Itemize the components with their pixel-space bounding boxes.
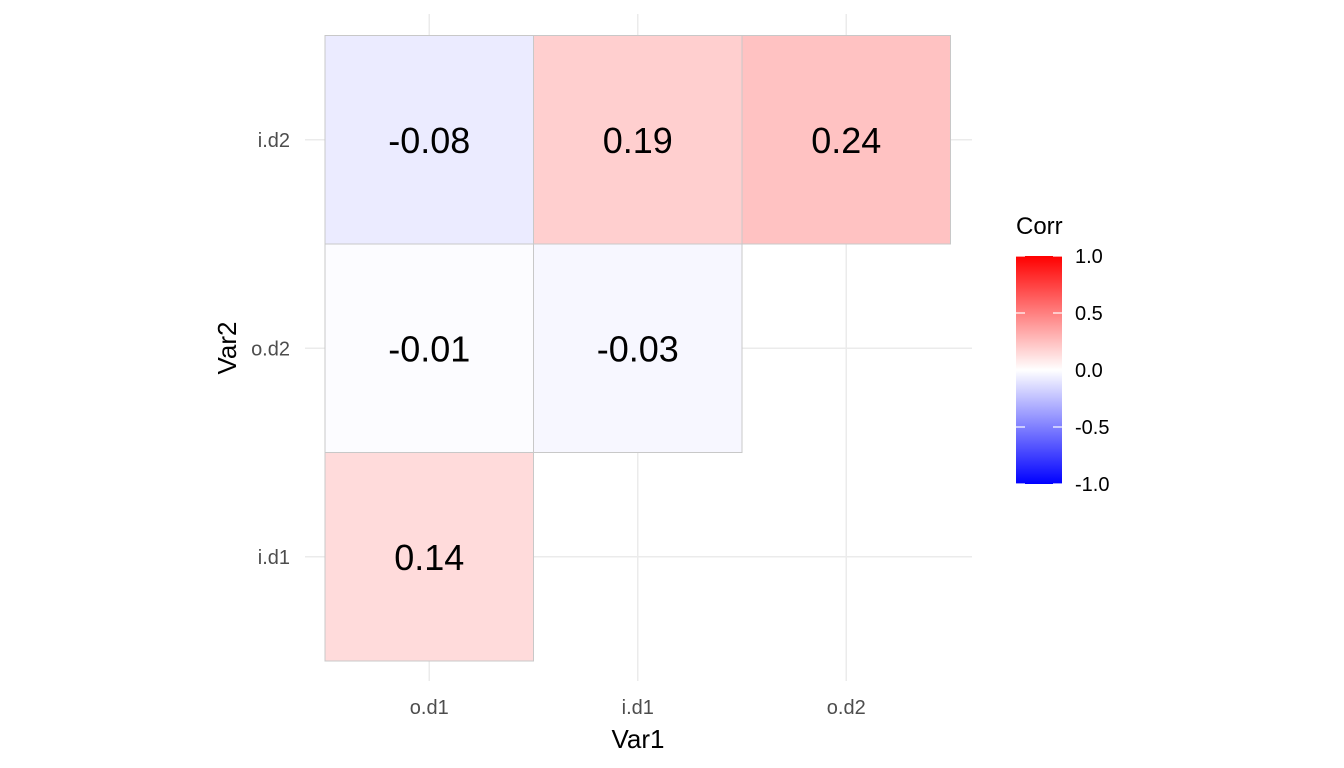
y-tick-label: i.d2 [258, 130, 290, 152]
cell-value-label: -0.03 [597, 328, 679, 369]
cell-value-label: 0.14 [394, 537, 464, 578]
legend: Corr 1.0 0.5 0.0 -0.5 -1.0 [1016, 213, 1109, 496]
legend-tick-label: -0.5 [1075, 417, 1109, 439]
heatmap-cell [324, 35, 534, 245]
cell-value-label: -0.01 [388, 328, 470, 369]
legend-tick-label: 1.0 [1075, 246, 1103, 268]
heatmap-cells [324, 35, 951, 662]
legend-ticks: 1.0 0.5 0.0 -0.5 -1.0 [1016, 246, 1109, 496]
legend-title: Corr [1016, 213, 1063, 240]
legend-tick-label: -1.0 [1075, 474, 1109, 496]
heatmap-cell [324, 452, 534, 662]
heatmap-cell [533, 243, 743, 453]
legend-tick-label: 0.0 [1075, 360, 1103, 382]
heatmap-cell [741, 35, 951, 245]
y-axis-ticks: i.d1 o.d2 i.d2 [251, 130, 290, 569]
cell-labels: 0.14 -0.01 -0.03 -0.08 0.19 0.24 [388, 120, 881, 578]
x-tick-label: i.d1 [622, 697, 654, 719]
cell-value-label: -0.08 [388, 120, 470, 161]
x-axis-title: Var1 [612, 724, 665, 754]
y-axis-title: Var2 [212, 322, 242, 375]
legend-tick-label: 0.5 [1075, 303, 1103, 325]
y-tick-label: o.d2 [251, 338, 290, 360]
y-tick-label: i.d1 [258, 547, 290, 569]
x-axis-ticks: o.d1 i.d1 o.d2 [410, 697, 866, 719]
cell-value-label: 0.19 [603, 120, 673, 161]
x-tick-label: o.d1 [410, 697, 449, 719]
heatmap-cell [533, 35, 743, 245]
cell-value-label: 0.24 [811, 120, 881, 161]
x-tick-label: o.d2 [827, 697, 866, 719]
